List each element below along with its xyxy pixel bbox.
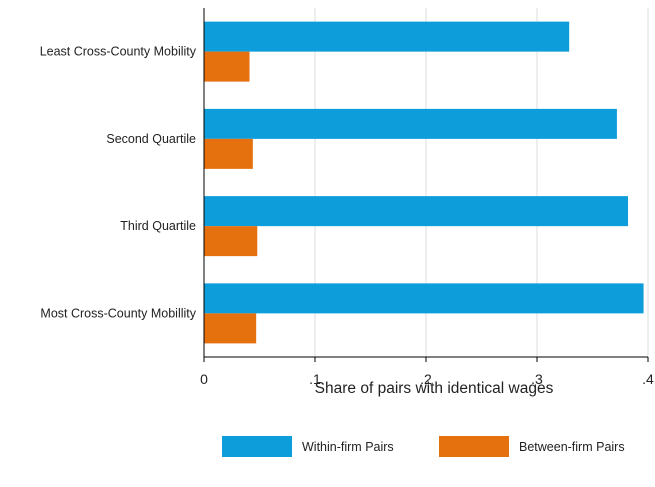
bar-within-firm: [204, 196, 629, 227]
legend: Within-firm Pairs Between-firm Pairs: [222, 436, 625, 457]
legend-label: Between-firm Pairs: [519, 440, 625, 454]
x-axis-title: Share of pairs with identical wages: [315, 380, 554, 397]
bar-between-firm: [204, 226, 258, 257]
legend-swatch: [439, 436, 509, 457]
x-tick-label: .4: [642, 371, 654, 387]
category-label: Most Cross-County Mobillity: [40, 306, 196, 320]
category-label: Second Quartile: [106, 132, 196, 146]
x-tick-label: .1: [309, 371, 321, 387]
x-tick-label: .2: [420, 371, 432, 387]
legend-swatch: [222, 436, 292, 457]
category-label: Least Cross-County Mobility: [40, 45, 197, 59]
bar-between-firm: [204, 138, 253, 169]
bar-between-firm: [204, 313, 257, 344]
x-axis-ticks: 0 .1 .2 .3 .4: [200, 357, 654, 387]
bar-within-firm: [204, 21, 570, 52]
category-labels: Least Cross-County Mobility Second Quarti…: [40, 45, 197, 321]
bar-within-firm: [204, 108, 617, 139]
legend-label: Within-firm Pairs: [302, 440, 394, 454]
bar-within-firm: [204, 283, 644, 314]
category-label: Third Quartile: [120, 219, 196, 233]
bars: [204, 21, 644, 344]
x-tick-label: 0: [200, 371, 208, 387]
bar-between-firm: [204, 51, 250, 82]
x-tick-label: .3: [531, 371, 543, 387]
